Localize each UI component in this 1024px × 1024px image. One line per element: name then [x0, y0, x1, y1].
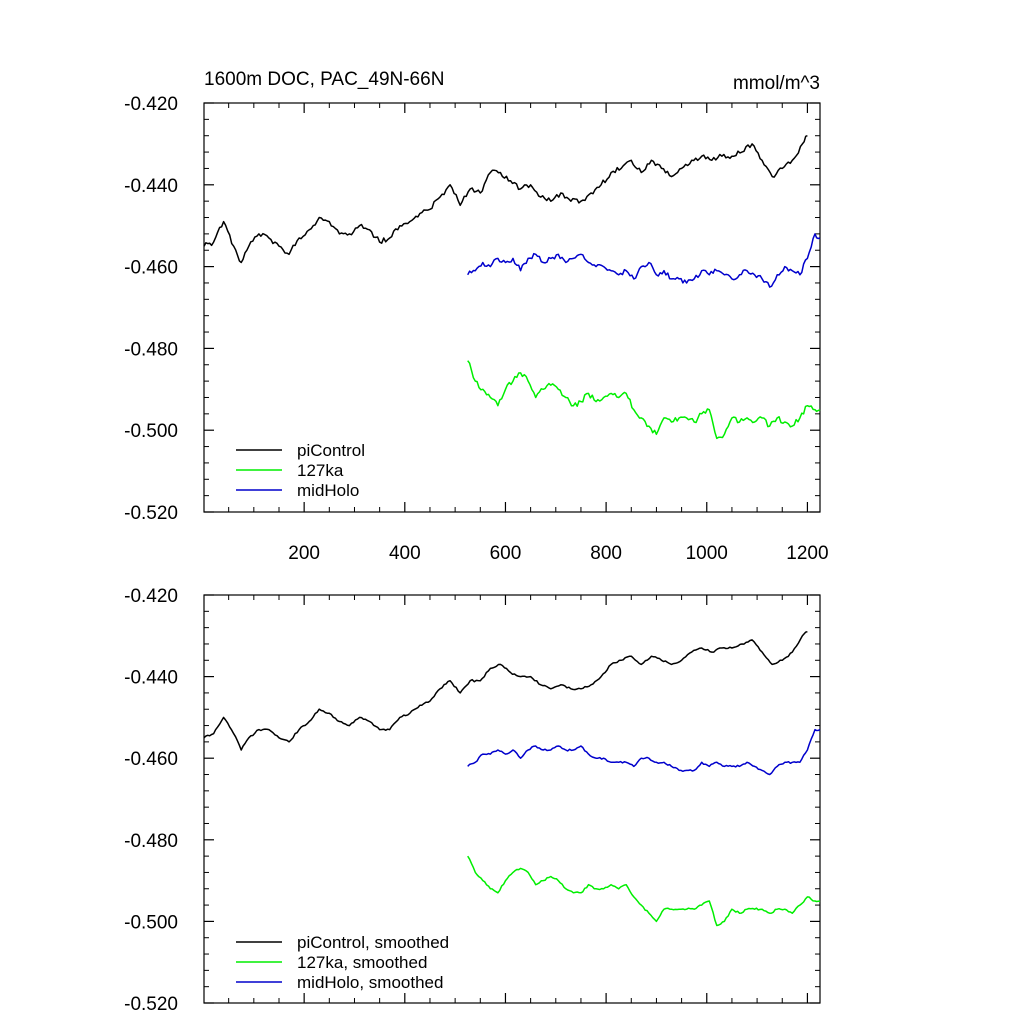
y-tick-label: -0.440 — [124, 176, 178, 197]
y-tick-label: -0.500 — [124, 912, 178, 933]
y-tick-label: -0.500 — [124, 421, 178, 442]
y-tick-label: -0.480 — [124, 831, 178, 852]
x-tick-label: 1200 — [786, 543, 828, 564]
y-tick-label: -0.460 — [124, 749, 178, 770]
y-tick-label: -0.440 — [124, 668, 178, 689]
series-line-127ka-smoothed — [467, 855, 821, 927]
units-label: mmol/m^3 — [733, 73, 820, 94]
top-panel: -0.520 -0.500 -0.480 -0.460 -0.440 -0.420 200 4… — [124, 69, 828, 564]
y-tick-label: -0.480 — [124, 339, 178, 360]
x-tick-label: 800 — [590, 543, 622, 564]
y-tick-label: -0.460 — [124, 258, 178, 279]
series-line-midholo — [467, 233, 821, 288]
legend-entry: piControl, smoothed — [297, 933, 449, 952]
chart-title: 1600m DOC, PAC_49N-66N — [204, 69, 444, 90]
plot-frame — [203, 102, 821, 513]
x-tick-label: 1000 — [686, 543, 728, 564]
series-line-midholo-smoothed — [467, 728, 821, 776]
x-tick-label: 600 — [490, 543, 522, 564]
y-tick-label: -0.420 — [124, 94, 178, 115]
y-tick-label: -0.420 — [124, 586, 178, 607]
legend-entry: piControl — [297, 441, 365, 460]
series-line-127ka — [467, 360, 821, 440]
legend-entry: midHolo, smoothed — [297, 973, 443, 992]
y-tick-label: -0.520 — [124, 994, 178, 1015]
legend-entry: midHolo — [297, 481, 359, 500]
series-line-picontrol-smoothed — [203, 630, 808, 751]
x-tick-label: 400 — [389, 543, 421, 564]
legend-entry: 127ka — [297, 461, 344, 480]
x-tick-label: 200 — [288, 543, 320, 564]
plot-frame — [203, 594, 821, 1004]
bottom-panel: -0.520 -0.500 -0.480 -0.460 -0.440 -0.420 piCo… — [124, 586, 821, 1015]
legend-entry: 127ka, smoothed — [297, 953, 427, 972]
y-tick-label: -0.520 — [124, 503, 178, 524]
series-line-picontrol — [203, 134, 808, 264]
